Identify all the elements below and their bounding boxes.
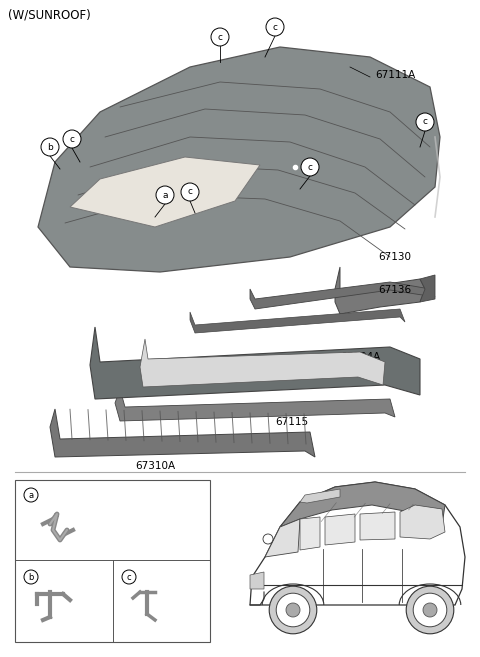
- Polygon shape: [400, 505, 445, 539]
- Text: c: c: [70, 135, 74, 143]
- Text: 67310A: 67310A: [135, 461, 175, 471]
- Text: c: c: [422, 118, 428, 127]
- Polygon shape: [70, 157, 260, 227]
- Polygon shape: [420, 275, 435, 302]
- Polygon shape: [250, 572, 264, 589]
- Circle shape: [266, 18, 284, 36]
- Circle shape: [416, 113, 434, 131]
- Text: 67136: 67136: [378, 285, 411, 295]
- Circle shape: [63, 130, 81, 148]
- Circle shape: [276, 593, 310, 627]
- Polygon shape: [115, 389, 395, 421]
- Circle shape: [423, 603, 437, 617]
- Text: 67321L: 67321L: [42, 490, 81, 500]
- Text: a: a: [162, 191, 168, 200]
- Text: 67323L: 67323L: [140, 572, 179, 582]
- Circle shape: [413, 593, 447, 627]
- Circle shape: [181, 183, 199, 201]
- Polygon shape: [250, 282, 435, 309]
- Circle shape: [24, 488, 38, 502]
- Circle shape: [269, 586, 317, 634]
- Circle shape: [41, 138, 59, 156]
- Circle shape: [211, 28, 229, 46]
- Polygon shape: [280, 482, 445, 527]
- Circle shape: [122, 570, 136, 584]
- Text: c: c: [188, 187, 192, 196]
- Polygon shape: [250, 482, 465, 605]
- Polygon shape: [90, 327, 420, 399]
- Text: b: b: [47, 143, 53, 152]
- Polygon shape: [265, 519, 300, 557]
- Text: c: c: [217, 32, 223, 41]
- Text: 67134A: 67134A: [340, 352, 380, 362]
- Text: c: c: [308, 162, 312, 171]
- Circle shape: [286, 603, 300, 617]
- Polygon shape: [300, 489, 340, 503]
- FancyBboxPatch shape: [15, 480, 210, 642]
- Text: (W/SUNROOF): (W/SUNROOF): [8, 9, 91, 22]
- Text: a: a: [28, 491, 34, 499]
- Polygon shape: [360, 512, 395, 540]
- Text: 67331R: 67331R: [42, 572, 82, 582]
- Circle shape: [24, 570, 38, 584]
- Circle shape: [301, 158, 319, 176]
- Text: 67115: 67115: [275, 417, 308, 427]
- Text: c: c: [273, 22, 277, 32]
- Circle shape: [406, 586, 454, 634]
- Text: c: c: [127, 572, 132, 581]
- Polygon shape: [335, 267, 425, 314]
- Polygon shape: [140, 339, 385, 387]
- Polygon shape: [50, 409, 315, 457]
- Text: b: b: [28, 572, 34, 581]
- Text: 67111A: 67111A: [375, 70, 415, 80]
- Polygon shape: [325, 514, 355, 545]
- Circle shape: [156, 186, 174, 204]
- Text: 67130: 67130: [378, 252, 411, 262]
- Polygon shape: [190, 309, 405, 333]
- Polygon shape: [300, 517, 320, 550]
- Circle shape: [263, 534, 273, 544]
- Polygon shape: [38, 47, 440, 272]
